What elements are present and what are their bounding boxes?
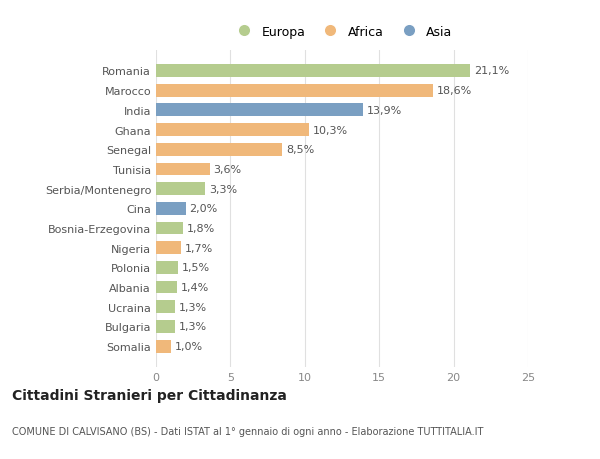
Bar bbox=[156, 163, 209, 176]
Text: 3,3%: 3,3% bbox=[209, 184, 237, 194]
Text: 21,1%: 21,1% bbox=[473, 66, 509, 76]
Bar bbox=[156, 84, 433, 97]
Bar bbox=[156, 65, 470, 78]
Text: Cittadini Stranieri per Cittadinanza: Cittadini Stranieri per Cittadinanza bbox=[12, 388, 287, 403]
Bar bbox=[156, 301, 175, 313]
Bar bbox=[156, 320, 175, 333]
Text: 1,8%: 1,8% bbox=[187, 224, 215, 234]
Bar bbox=[156, 222, 183, 235]
Text: 1,0%: 1,0% bbox=[175, 341, 203, 352]
Text: 13,9%: 13,9% bbox=[367, 106, 402, 116]
Text: 18,6%: 18,6% bbox=[436, 86, 472, 96]
Text: 1,3%: 1,3% bbox=[179, 322, 207, 332]
Text: 1,3%: 1,3% bbox=[179, 302, 207, 312]
Text: 1,5%: 1,5% bbox=[182, 263, 210, 273]
Bar bbox=[156, 242, 181, 255]
Text: 2,0%: 2,0% bbox=[190, 204, 218, 214]
Bar bbox=[156, 262, 178, 274]
Legend: Europa, Africa, Asia: Europa, Africa, Asia bbox=[228, 22, 456, 42]
Text: COMUNE DI CALVISANO (BS) - Dati ISTAT al 1° gennaio di ogni anno - Elaborazione : COMUNE DI CALVISANO (BS) - Dati ISTAT al… bbox=[12, 426, 484, 436]
Bar bbox=[156, 202, 186, 215]
Bar bbox=[156, 183, 205, 196]
Bar bbox=[156, 281, 177, 294]
Bar bbox=[156, 104, 363, 117]
Bar bbox=[156, 340, 171, 353]
Bar bbox=[156, 144, 283, 156]
Text: 8,5%: 8,5% bbox=[286, 145, 314, 155]
Text: 1,7%: 1,7% bbox=[185, 243, 213, 253]
Text: 3,6%: 3,6% bbox=[213, 164, 241, 174]
Text: 1,4%: 1,4% bbox=[181, 282, 209, 292]
Text: 10,3%: 10,3% bbox=[313, 125, 348, 135]
Bar bbox=[156, 124, 309, 137]
